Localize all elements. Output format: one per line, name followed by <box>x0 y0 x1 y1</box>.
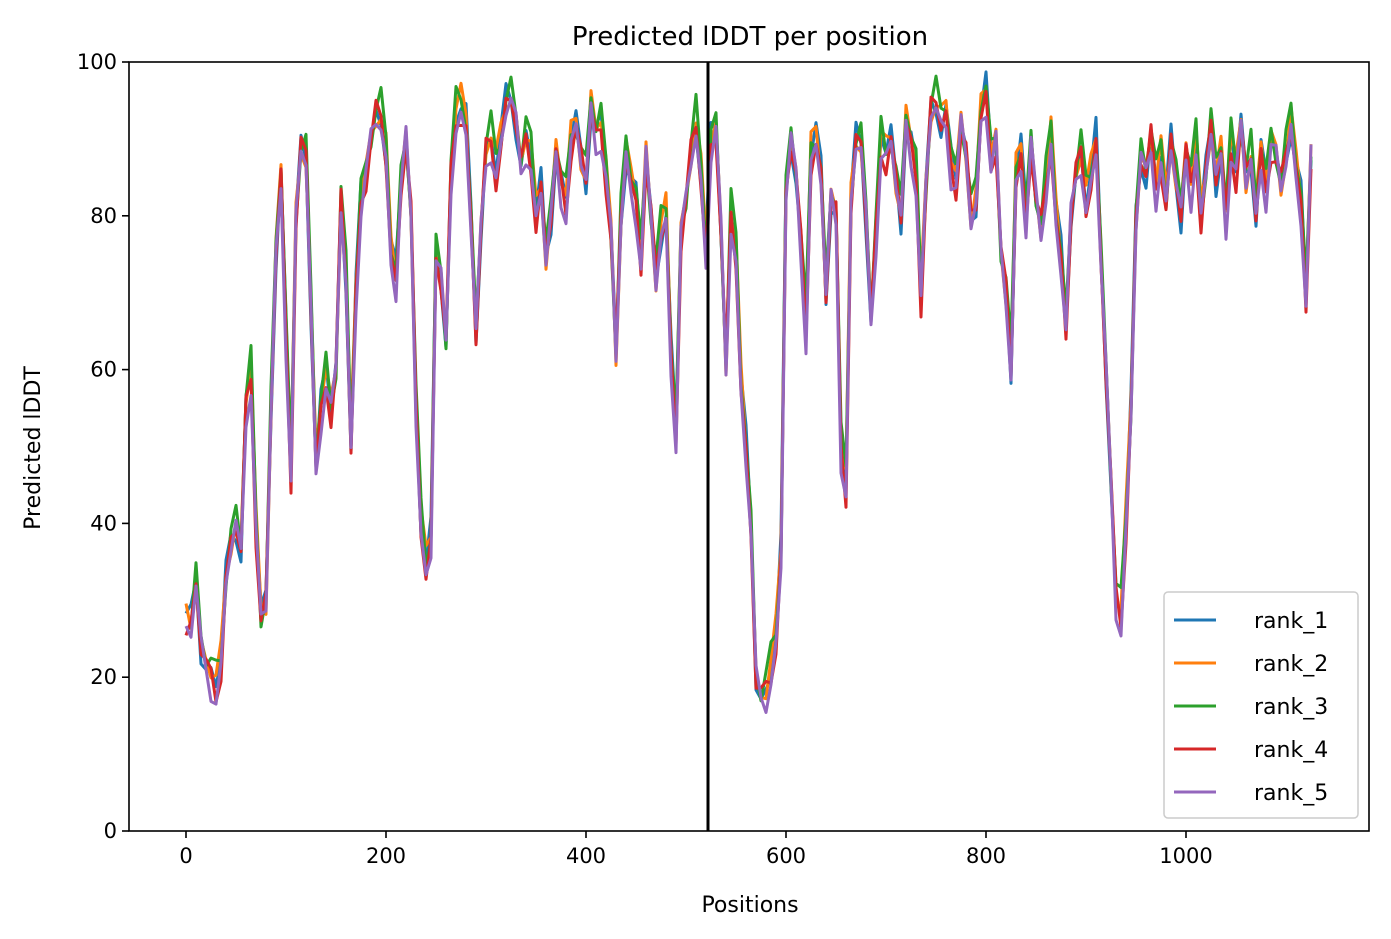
legend: rank_1 rank_2 rank_3 rank_4 rank_5 <box>1163 591 1359 819</box>
y-tick-label: 0 <box>104 819 117 843</box>
legend-label-rank_3: rank_3 <box>1254 695 1328 720</box>
series-line-rank_5 <box>184 96 1313 714</box>
x-tick-label: 200 <box>366 844 406 868</box>
chart-title: Predicted lDDT per position <box>572 22 928 52</box>
legend-label-rank_1: rank_1 <box>1254 609 1328 634</box>
y-axis-title: Predicted lDDT <box>21 366 46 530</box>
legend-label-rank_4: rank_4 <box>1254 738 1328 763</box>
y-tick-label: 60 <box>90 358 117 382</box>
y-tick-label: 80 <box>90 204 117 228</box>
y-tick-label: 20 <box>90 665 117 689</box>
x-axis-title: Positions <box>701 893 798 918</box>
legend-label-rank_5: rank_5 <box>1254 781 1328 806</box>
y-tick-label: 100 <box>77 50 117 74</box>
x-tick-label: 400 <box>566 844 606 868</box>
legend-label-rank_2: rank_2 <box>1254 652 1328 677</box>
y-tick-label: 40 <box>90 511 117 535</box>
x-tick-label: 600 <box>766 844 806 868</box>
legend-box <box>1163 591 1359 819</box>
axes: 0 200 400 600 800 1000 0 20 40 60 80 100 <box>77 50 1370 868</box>
plot-lines <box>184 62 1313 831</box>
x-tick-label: 0 <box>179 844 192 868</box>
x-tick-label: 800 <box>966 844 1006 868</box>
plot-frame <box>128 61 1370 832</box>
x-tick-label: 1000 <box>1159 844 1212 868</box>
